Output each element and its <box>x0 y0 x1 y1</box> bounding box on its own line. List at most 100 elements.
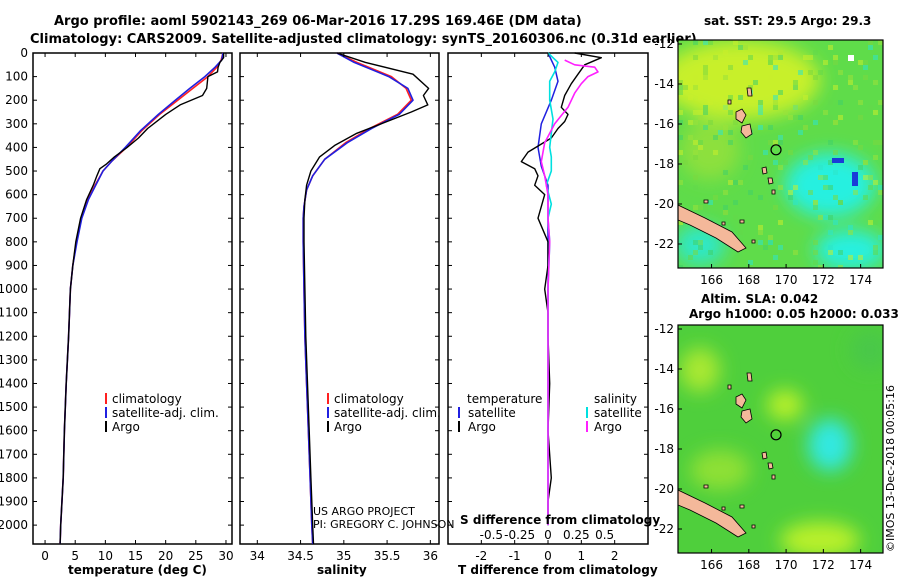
sst-pixel <box>793 250 798 255</box>
sst-pixel <box>768 140 773 145</box>
sst-pixel <box>878 190 883 195</box>
sst-pixel <box>748 55 753 60</box>
sst-pixel <box>803 160 808 165</box>
depth-tick-label: 1600 <box>0 424 28 438</box>
vanuatu-islands <box>703 87 776 244</box>
sst-pixel <box>873 250 878 255</box>
sst-pixel <box>768 125 773 130</box>
sst-pixel <box>868 220 873 225</box>
sst-cold-spot <box>832 158 844 163</box>
sst-pixel <box>868 175 873 180</box>
sst-pixel <box>813 100 818 105</box>
sst-pixel <box>823 215 828 220</box>
sst-pixel <box>813 150 818 155</box>
sst-pixel <box>853 140 858 145</box>
x-tick-label: 10 <box>98 549 113 563</box>
legend-swatch-argo <box>327 421 329 432</box>
sst-pixel <box>783 160 788 165</box>
sst-pixel <box>713 195 718 200</box>
sst-pixel <box>733 40 738 45</box>
sst-cool-region-south <box>815 230 883 268</box>
sst-map-frame <box>677 39 884 269</box>
temperature-lines <box>59 52 225 545</box>
legend-label-argo: Argo <box>334 420 362 434</box>
sst-pixel <box>813 120 818 125</box>
sst-pixel <box>813 260 818 265</box>
island <box>703 484 709 489</box>
sst-pixel <box>868 185 873 190</box>
depth-tick-label: 1100 <box>0 306 28 320</box>
sst-pixel <box>758 100 763 105</box>
sst-pixel <box>788 195 793 200</box>
legend-label-argo: Argo <box>112 420 140 434</box>
sst-pixel <box>693 250 698 255</box>
sst-pixel <box>793 105 798 110</box>
sst-pixel <box>678 85 683 90</box>
x-tick-label: 0 <box>41 549 49 563</box>
sst-pixel <box>868 40 873 45</box>
sst-pixel <box>798 130 803 135</box>
sst-pixel <box>768 260 773 265</box>
sst-pixel <box>758 225 763 230</box>
sst-pixel <box>678 265 683 268</box>
x-tick-label: 1 <box>578 549 586 563</box>
legend-swatch-climatology <box>327 393 329 404</box>
sst-pixel <box>698 115 703 120</box>
legend-title-temperature: temperature <box>467 392 542 406</box>
sst-warm-region <box>678 40 820 120</box>
sst-pixel <box>833 150 838 155</box>
sst-pixel <box>748 85 753 90</box>
island <box>727 384 732 390</box>
sst-pixel <box>813 240 818 245</box>
sst-pixel <box>678 110 683 115</box>
sst-pixel <box>693 175 698 180</box>
sst-pixel <box>763 245 768 250</box>
sst-pixel <box>833 55 838 60</box>
sst-pixel <box>758 110 763 115</box>
map-y-tick-label: -22 <box>654 237 674 251</box>
sst-pixel <box>768 155 773 160</box>
sst-pixel <box>773 140 778 145</box>
vanuatu-islands <box>703 372 776 529</box>
sst-pixel <box>703 205 708 210</box>
sst-pixel <box>698 245 703 250</box>
sst-map-field <box>678 40 883 268</box>
sst-pixel <box>803 55 808 60</box>
sla-map-field <box>678 325 883 553</box>
depth-tick-label: 400 <box>5 140 28 154</box>
sst-pixel <box>808 55 813 60</box>
sst-pixel <box>858 145 863 150</box>
sst-pixel <box>783 110 788 115</box>
legend-swatch-satellite <box>327 407 329 418</box>
x-tick-label: -2 <box>475 549 487 563</box>
sst-pixel <box>703 75 708 80</box>
sla-high-region <box>767 390 803 420</box>
sst-pixel <box>748 155 753 160</box>
sst-pixel <box>798 70 803 75</box>
sst-pixel <box>793 200 798 205</box>
sst-pixel <box>868 105 873 110</box>
x-tick-label: 0 <box>544 549 552 563</box>
depth-tick-label: 600 <box>5 188 28 202</box>
sst-pixel <box>733 215 738 220</box>
depth-tick-label: 700 <box>5 211 28 225</box>
sst-pixel <box>748 190 753 195</box>
sst-pixel <box>878 235 883 240</box>
sst-pixel <box>728 70 733 75</box>
x-axis-ticks: 0 5 10 15 20 25 30 34 34.5 35 35.5 36 -2 -1 0 1 2 -0.5 -0.… <box>41 53 618 563</box>
island <box>771 474 776 480</box>
temperature-plot-frame <box>32 52 233 545</box>
map-x-tick-label: 170 <box>775 273 798 287</box>
x-tick-label: 35.5 <box>374 549 401 563</box>
sst-pixel <box>738 45 743 50</box>
sst-pixel <box>773 95 778 100</box>
island <box>767 177 774 185</box>
depth-tick-label: 900 <box>5 258 28 272</box>
sst-pixel <box>868 45 873 50</box>
sst-pixel <box>728 140 733 145</box>
sst-pixel <box>873 140 878 145</box>
sst-pixel <box>708 40 713 45</box>
salinity-lines <box>302 52 430 545</box>
sst-pixel <box>848 230 853 235</box>
sst-pixel <box>713 55 718 60</box>
